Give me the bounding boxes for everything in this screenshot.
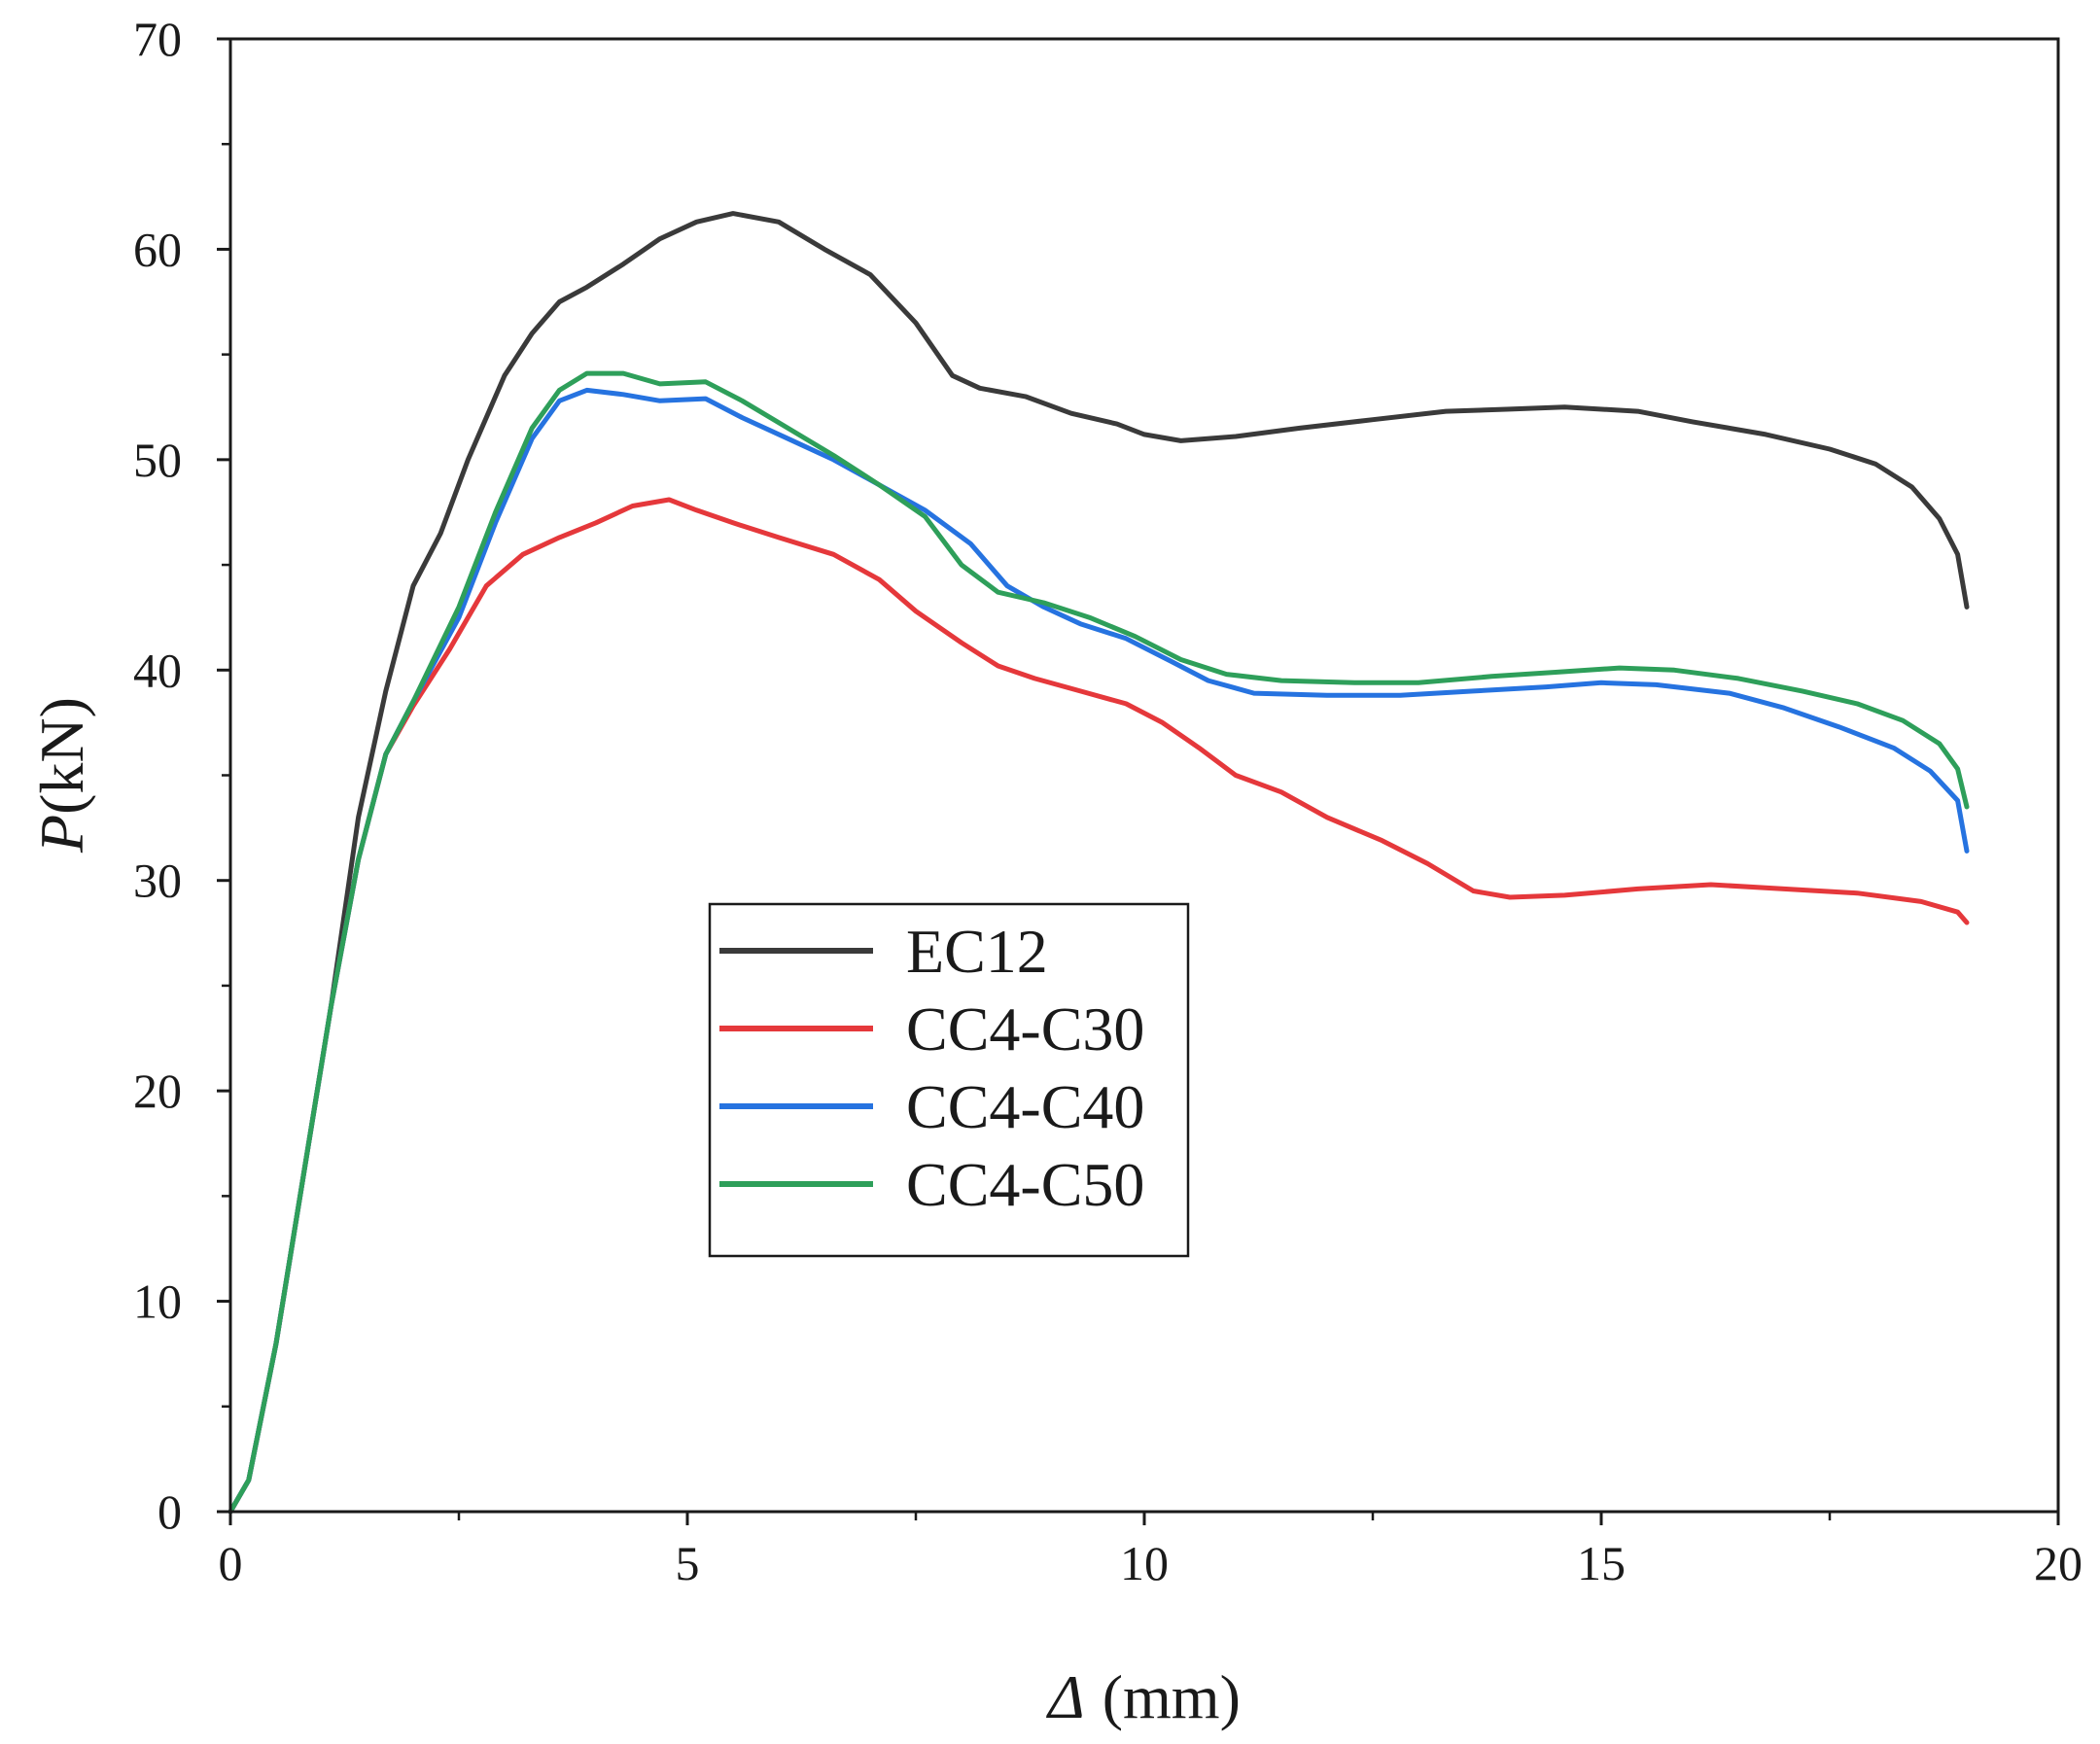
- y-axis-unit: (kN): [27, 697, 96, 815]
- series-line-ec12: [228, 211, 1970, 1515]
- x-tick-label: 20: [2034, 1536, 2082, 1590]
- legend-entry: CC4-C50: [719, 1150, 1144, 1219]
- legend-label: CC4-C50: [906, 1150, 1144, 1219]
- x-axis-unit: (mm): [1102, 1662, 1241, 1731]
- y-tick-label: 70: [133, 12, 182, 66]
- legend-label: EC12: [906, 917, 1048, 986]
- x-tick-label: 0: [219, 1536, 243, 1590]
- y-tick-label: 20: [133, 1064, 182, 1118]
- x-axis-title: Δ (mm): [1045, 1662, 1241, 1731]
- legend-box: [708, 902, 1190, 1258]
- x-tick-label: 15: [1577, 1536, 1626, 1590]
- y-tick-label: 30: [133, 854, 182, 908]
- x-tick-label: 5: [676, 1536, 700, 1590]
- y-tick-label: 10: [133, 1274, 182, 1329]
- y-tick-label: 50: [133, 433, 182, 487]
- legend-entry: CC4-C40: [719, 1072, 1144, 1141]
- y-tick-label: 40: [133, 643, 182, 697]
- y-axis-symbol: P: [27, 815, 96, 854]
- legend-entry: EC12: [719, 917, 1048, 986]
- legend-label: CC4-C30: [906, 994, 1144, 1064]
- y-tick-label: 0: [158, 1484, 182, 1539]
- legend-entries: EC12 CC4-C30 CC4-C40 CC4-C50: [719, 917, 1144, 1219]
- y-axis-title: P(kN): [27, 697, 96, 854]
- series-line-cc4-c50: [228, 370, 1970, 1515]
- legend: EC12 CC4-C30 CC4-C40 CC4-C50: [708, 902, 1190, 1258]
- legend-entry: CC4-C30: [719, 994, 1144, 1064]
- ticks-layer: 0 5 10 15 20 0 10 20 30 40 50 60 70: [133, 12, 2082, 1590]
- y-tick-label: 60: [133, 222, 182, 276]
- x-tick-label: 10: [1120, 1536, 1169, 1590]
- series-layer: [228, 211, 1970, 1515]
- x-axis-symbol: Δ: [1045, 1662, 1085, 1731]
- legend-label: CC4-C40: [906, 1072, 1144, 1141]
